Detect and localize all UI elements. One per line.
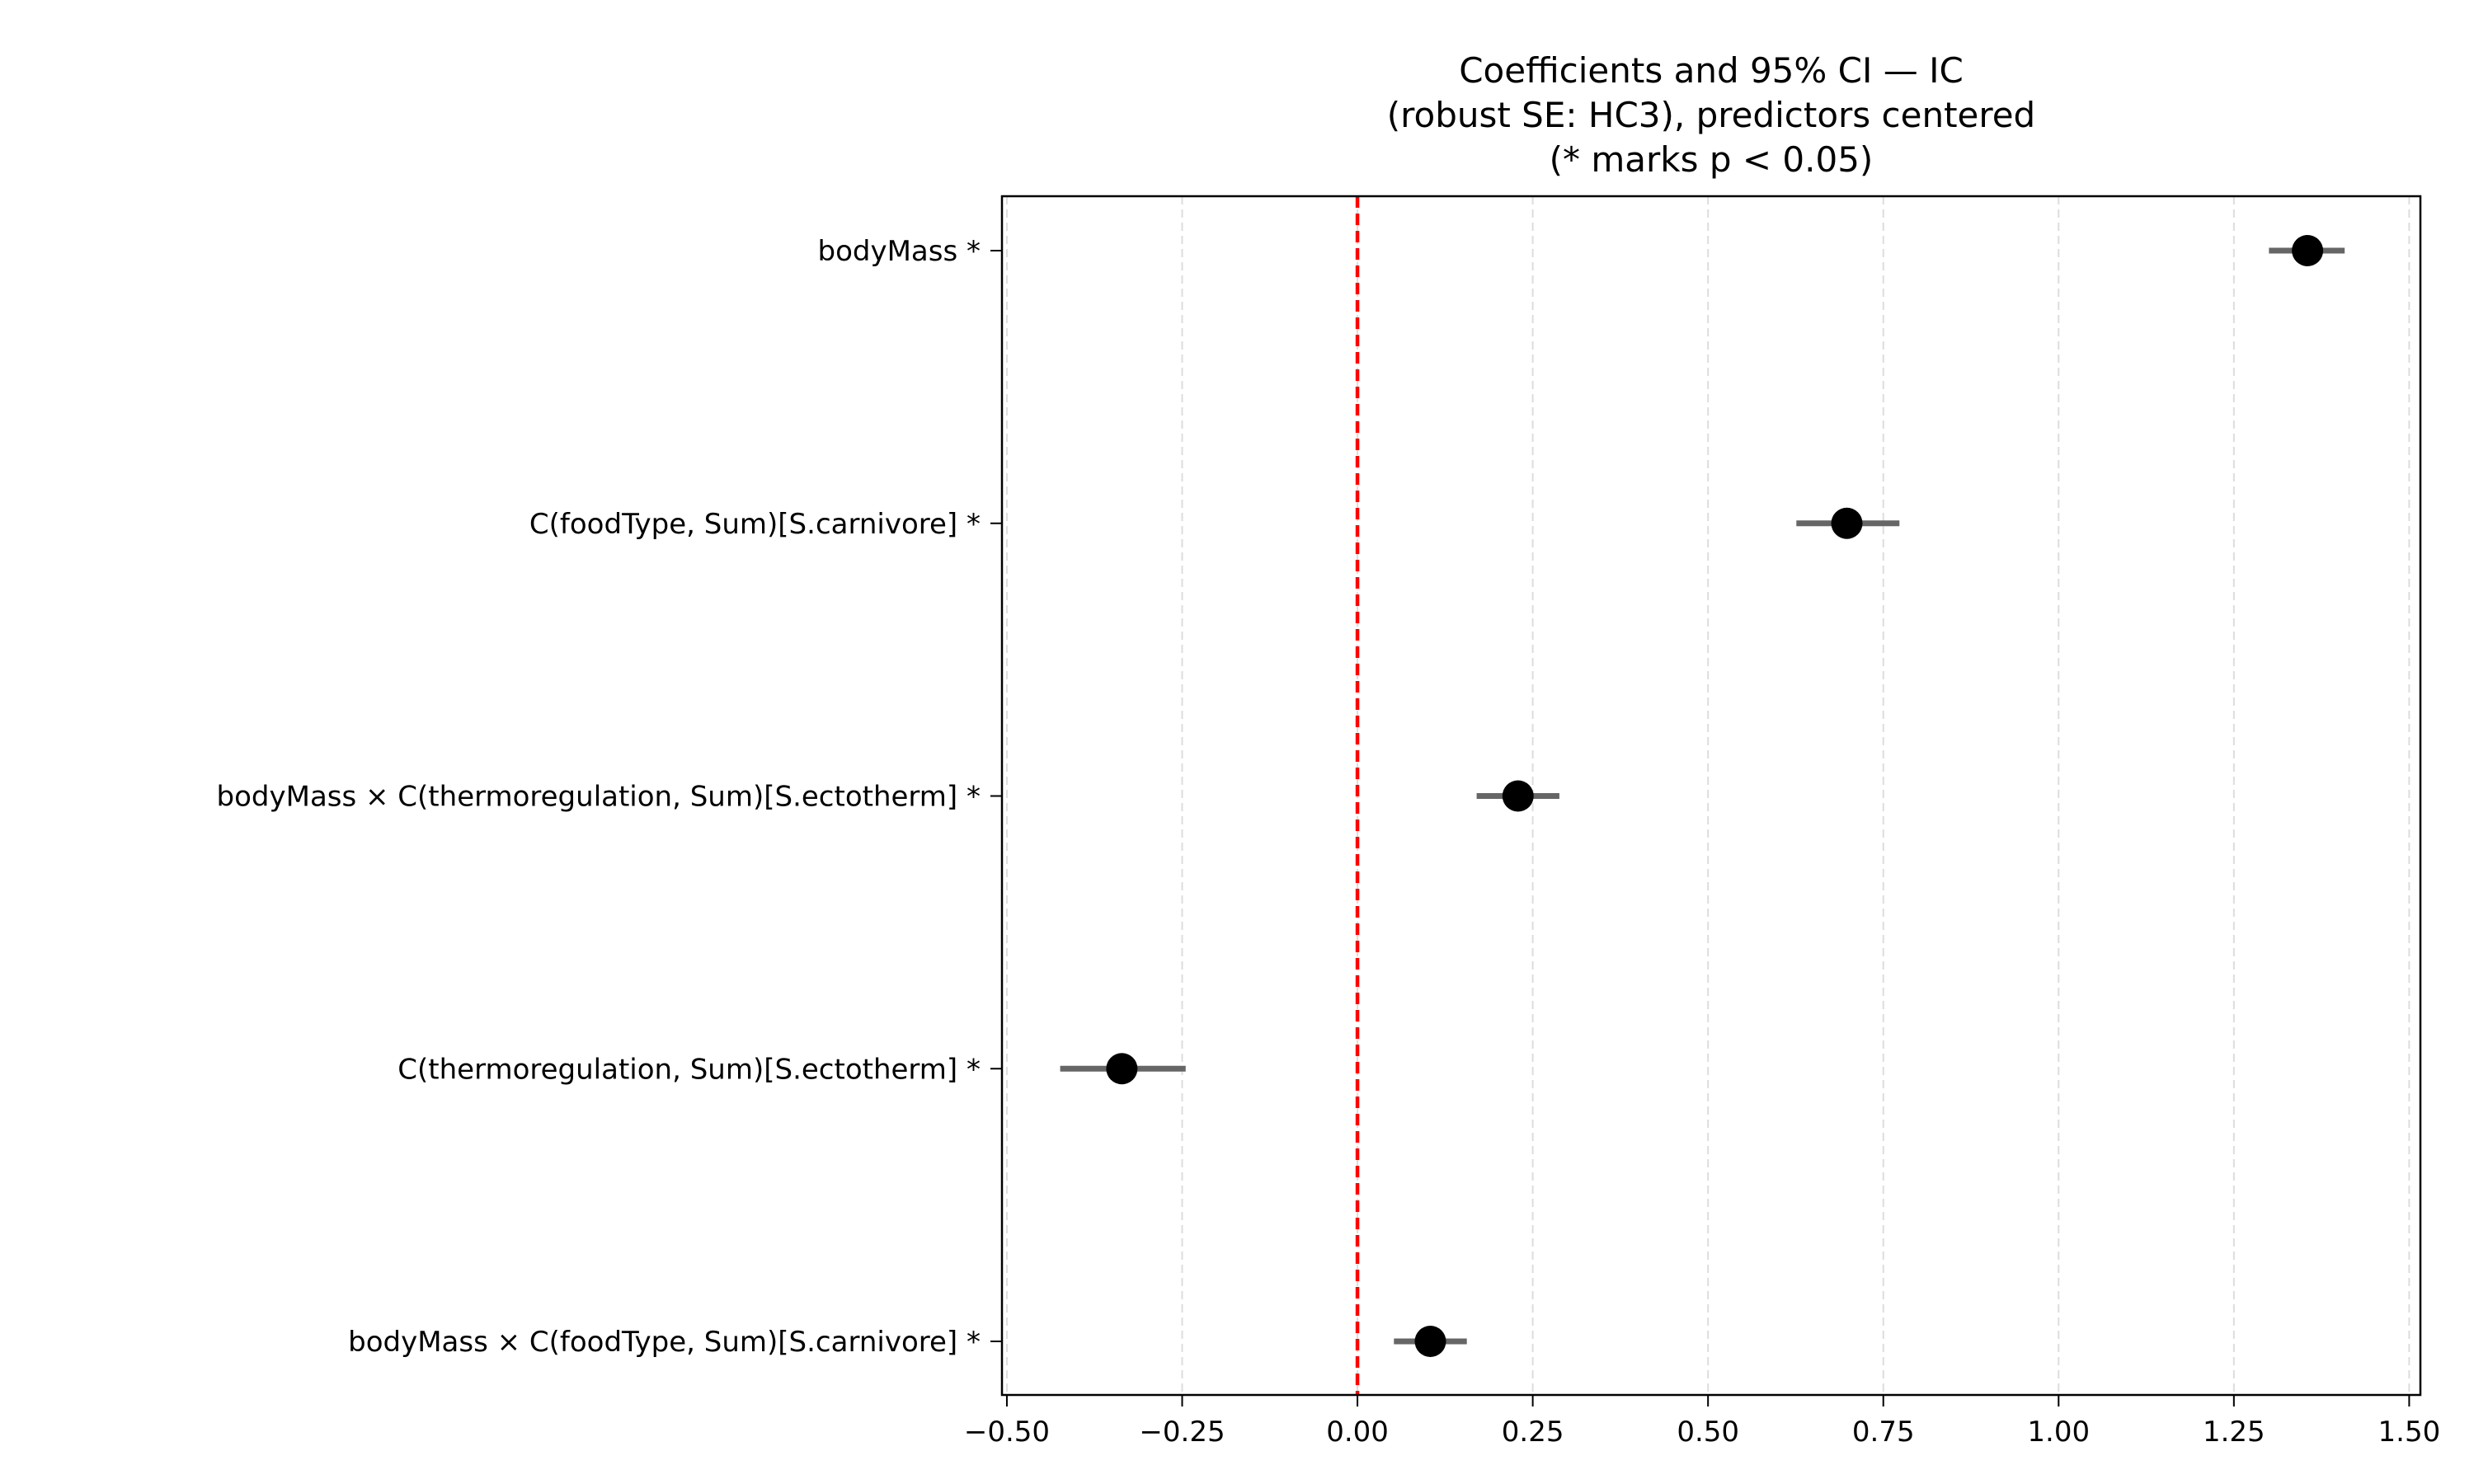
x-tick-label: −0.25 (1139, 1416, 1225, 1449)
estimate-point (2292, 235, 2324, 266)
x-tick-label: 0.75 (1852, 1416, 1915, 1449)
title-line-3: (* marks p < 0.05) (1550, 139, 1874, 180)
x-tick-label: 0.50 (1677, 1416, 1739, 1449)
y-tick-label: bodyMass × C(foodType, Sum)[S.carnivore]… (348, 1326, 981, 1359)
x-tick-label: −0.50 (964, 1416, 1050, 1449)
y-tick-label: C(thermoregulation, Sum)[S.ectotherm] * (397, 1053, 981, 1086)
title-line-1: Coefficients and 95% CI — IC (1459, 50, 1964, 91)
x-tick-label: 0.25 (1502, 1416, 1564, 1449)
chart-title: Coefficients and 95% CI — IC (robust SE:… (1387, 50, 2035, 180)
x-tick-label: 1.50 (2378, 1416, 2441, 1449)
y-tick-label: bodyMass × C(thermoregulation, Sum)[S.ec… (217, 781, 981, 814)
estimate-point (1106, 1053, 1138, 1085)
x-tick-label: 1.25 (2203, 1416, 2265, 1449)
estimate-point (1502, 780, 1534, 812)
title-line-2: (robust SE: HC3), predictors centered (1387, 95, 2035, 135)
axes-frame (1000, 195, 2422, 1397)
y-tick-label: C(foodType, Sum)[S.carnivore] * (529, 508, 981, 541)
x-tick-label: 1.00 (2027, 1416, 2090, 1449)
estimate-point (1414, 1326, 1446, 1357)
y-tick-label: bodyMass * (818, 235, 981, 268)
x-tick-label: 0.00 (1326, 1416, 1389, 1449)
estimate-point (1831, 507, 1863, 539)
